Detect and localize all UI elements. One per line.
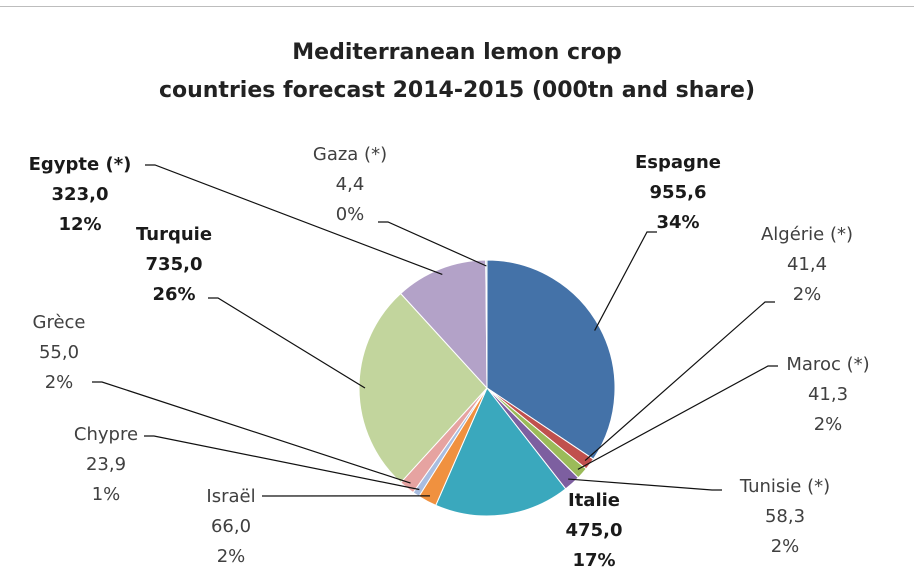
label-maroc: Maroc (*) 41,3 2% — [770, 350, 886, 440]
label-chypre: Chypre 23,9 1% — [58, 420, 154, 510]
label-turquie-value: 735,0 — [145, 254, 203, 275]
label-espagne-value: 955,6 — [649, 182, 707, 203]
leader-line-7 — [92, 381, 411, 484]
label-algerie: Algérie (*) 41,4 2% — [742, 220, 872, 310]
chart-title-line-2: countries forecast 2014-2015 (000tn and … — [158, 78, 756, 103]
label-turquie-name: Turquie — [135, 224, 213, 245]
leader-line-6 — [144, 435, 420, 491]
label-italie-share: 17% — [572, 550, 616, 571]
label-tunisie-share: 2% — [770, 536, 800, 557]
label-algerie-share: 2% — [792, 284, 822, 305]
label-italie-name: Italie — [568, 490, 620, 511]
label-italie-value: 475,0 — [565, 520, 623, 541]
label-israel-share: 2% — [216, 546, 246, 567]
label-egypte-share: 12% — [58, 214, 102, 235]
label-turquie-share: 26% — [152, 284, 196, 305]
label-algerie-value: 41,4 — [786, 254, 828, 275]
leader-line-1 — [584, 301, 775, 461]
leader-line-2 — [577, 365, 778, 470]
label-grece-name: Grèce — [32, 312, 86, 333]
label-gaza: Gaza (*) 4,4 0% — [300, 140, 400, 230]
pie-slice-8 — [358, 292, 488, 484]
label-gaza-value: 4,4 — [335, 174, 365, 195]
label-espagne-share: 34% — [656, 212, 700, 233]
label-tunisie: Tunisie (*) 58,3 2% — [722, 472, 848, 562]
pie-slice-10 — [485, 259, 488, 389]
pie-slice-9 — [399, 259, 488, 390]
leader-line-0 — [594, 231, 657, 331]
label-espagne: Espagne 955,6 34% — [618, 148, 738, 238]
label-maroc-share: 2% — [813, 414, 843, 435]
label-israel-name: Israël — [206, 486, 256, 507]
label-tunisie-value: 58,3 — [764, 506, 806, 527]
label-chypre-share: 1% — [91, 484, 121, 505]
label-maroc-name: Maroc (*) — [786, 354, 870, 375]
label-grece: Grèce 55,0 2% — [14, 308, 104, 398]
label-chypre-name: Chypre — [73, 424, 139, 445]
label-italie: Italie 475,0 17% — [554, 486, 634, 576]
leader-line-8 — [208, 297, 366, 389]
label-turquie: Turquie 735,0 26% — [118, 220, 230, 310]
top-divider — [0, 6, 914, 7]
chart-title-line-1: Mediterranean lemon crop — [292, 40, 622, 65]
label-israel-value: 66,0 — [210, 516, 252, 537]
label-egypte-name: Egypte (*) — [28, 154, 132, 175]
leader-line-10 — [378, 221, 487, 267]
pie-slice-4 — [435, 387, 567, 517]
leader-line-3 — [568, 478, 722, 491]
label-gaza-name: Gaza (*) — [312, 144, 388, 165]
label-algerie-name: Algérie (*) — [760, 224, 854, 245]
label-egypte: Egypte (*) 323,0 12% — [18, 150, 142, 240]
label-maroc-value: 41,3 — [807, 384, 849, 405]
leader-line-9 — [145, 164, 443, 276]
label-tunisie-name: Tunisie (*) — [739, 476, 831, 497]
label-grece-share: 2% — [44, 372, 74, 393]
label-gaza-share: 0% — [335, 204, 365, 225]
label-espagne-name: Espagne — [635, 152, 721, 173]
label-grece-value: 55,0 — [38, 342, 80, 363]
label-israel: Israël 66,0 2% — [186, 482, 276, 572]
label-chypre-value: 23,9 — [85, 454, 127, 475]
label-egypte-value: 323,0 — [51, 184, 109, 205]
